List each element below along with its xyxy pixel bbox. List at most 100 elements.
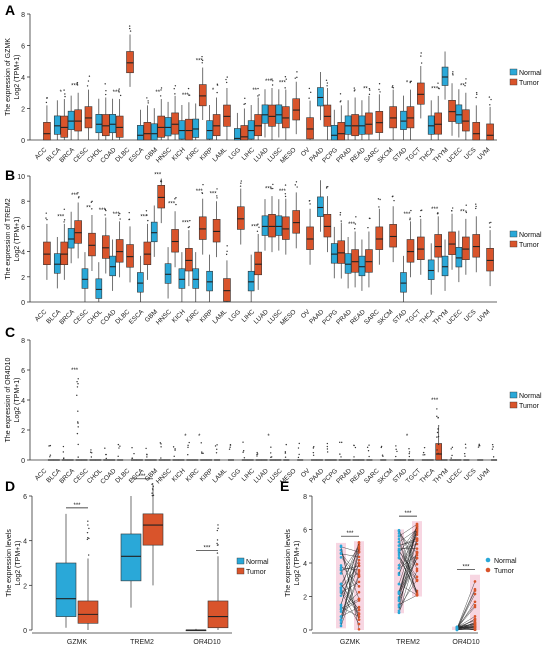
box-tumor-KIRP-outlier — [216, 197, 218, 199]
pair-point-tumor-GZMK — [357, 541, 361, 545]
box-tumor-DLBC-outlier — [128, 25, 131, 27]
box-tumor-CESC-outlier — [86, 85, 89, 87]
box-normal-PAAD-box — [317, 196, 324, 217]
x-tick-label: HNSC — [155, 146, 173, 164]
box-tumor-PAAD-outlier — [326, 445, 329, 448]
y-tick-label: 0 — [21, 138, 25, 145]
box-tumor-PCPG-box — [337, 240, 346, 264]
box-tumor-OV-outlier — [308, 97, 310, 99]
panel-label-D: D — [5, 478, 15, 494]
legend-swatch-tumor — [509, 240, 518, 248]
box-tumor-PRAD-outlier — [354, 228, 356, 230]
box-tumor-SARC-outlier — [379, 198, 381, 201]
significance-OR4D10: *** — [462, 565, 470, 571]
box-normal-KICH-box — [178, 120, 186, 140]
pair-line-TREM2 — [398, 525, 418, 566]
significance-LIHC: *** — [251, 224, 259, 230]
box-tumor-COAD-outlier — [119, 94, 122, 97]
significance-LUSC: *** — [279, 189, 287, 195]
box-tumor-UCEC-outlier — [464, 455, 466, 457]
box-tumor-GBM-outlier — [160, 457, 162, 459]
pair-point-normal-GZMK — [339, 624, 343, 628]
box-tumor-BRCA-outlier — [76, 386, 79, 388]
significance-OR4D10: *** — [203, 545, 211, 551]
pair-point-tumor-GZMK — [357, 628, 361, 631]
box-tumor-PCPG-box — [337, 122, 346, 141]
pair-point-tumor-TREM2 — [415, 523, 419, 526]
box-normal-LUAD-box — [261, 215, 269, 236]
box-tumor-THCA-outlier — [436, 449, 438, 451]
box-tumor-LIHC-box — [254, 114, 262, 137]
x-tick-label: SKCM — [376, 308, 394, 326]
box-tumor-ESCA-outlier — [146, 456, 148, 458]
x-tick-label: GZMK — [67, 639, 88, 646]
pair-line-GZMK — [340, 542, 360, 588]
box-tumor-UCS-outlier — [475, 207, 477, 210]
box-tumor-THYM-box — [448, 100, 456, 122]
x-tick-label: KICH — [171, 467, 187, 483]
pair-point-normal-GZMK — [339, 605, 343, 609]
box-tumor-LUSC-outlier — [284, 76, 287, 78]
box-tumor-ESCA-outlier — [147, 100, 149, 102]
box-tumor-BLCA-outlier — [63, 457, 65, 459]
pair-point-normal-GZMK — [339, 607, 343, 611]
box-tumor-CESC-outlier — [91, 200, 93, 203]
box-tumor-PAAD-outlier — [325, 79, 328, 82]
legend-marker-tumor — [485, 567, 491, 573]
box-tumor-KIRP-box — [212, 114, 221, 137]
box-tumor-DLBC-outlier — [133, 452, 135, 455]
box-tumor-TGCT-outlier — [424, 454, 426, 456]
box-tumor-THCA-box — [434, 112, 442, 135]
box-tumor-COAD-outlier — [117, 455, 119, 457]
pair-line-GZMK — [340, 600, 360, 612]
panel-label-B: B — [5, 167, 15, 183]
y-tick-label: 4 — [23, 539, 27, 546]
box-tumor-UCS-box — [472, 234, 481, 258]
box-tumor-CHOL-outlier — [105, 90, 107, 92]
box-normal-ESCA-box — [137, 125, 144, 141]
box-tumor-LUSC-box — [282, 216, 290, 240]
x-tick-label: TREM2 — [130, 639, 154, 646]
box-tumor-UVM-outlier — [489, 226, 491, 228]
box-tumor-SARC-outlier — [379, 91, 381, 93]
box-tumor-GZMK-outlier — [87, 524, 89, 526]
y-tick-label: 0 — [303, 628, 307, 635]
box-tumor-LAML-outlier — [225, 78, 227, 81]
box-tumor-GBM-outlier — [160, 443, 162, 445]
box-tumor-THCA-outlier — [436, 436, 438, 438]
box-tumor-THYM-outlier — [451, 210, 453, 212]
box-tumor-PCPG-outlier — [340, 456, 342, 458]
significance-HNSC: *** — [168, 202, 176, 208]
pair-line-GZMK — [340, 591, 360, 625]
legend-label-tumor: Tumor — [519, 80, 540, 87]
y-axis-label: The expression of TREM2 — [5, 198, 12, 279]
box-tumor-MESO-outlier — [298, 442, 300, 445]
box-normal-CHOL-box — [95, 114, 103, 134]
box-tumor-SKCM-outlier — [395, 455, 397, 458]
y-axis-label: The expression levels — [6, 529, 13, 597]
box-tumor-KIRC-outlier — [202, 452, 204, 455]
pair-line-TREM2 — [398, 531, 418, 569]
box-tumor-SKCM-box — [389, 106, 397, 129]
pair-point-normal-TREM2 — [397, 553, 401, 557]
pair-point-normal-GZMK — [339, 556, 343, 559]
box-tumor-CESC-outlier — [89, 451, 92, 453]
pair-line-GZMK — [340, 542, 360, 606]
box-tumor-SARC-outlier — [380, 445, 383, 448]
box-tumor-TGCT-outlier — [421, 209, 423, 211]
box-normal-ESCA-box — [137, 272, 144, 293]
box-tumor-MESO-outlier — [297, 456, 300, 459]
panel-label-A: A — [5, 2, 15, 18]
box-tumor-BLCA-outlier — [63, 219, 66, 221]
box-tumor-LAML-outlier — [229, 446, 231, 448]
box-tumor-HNSC-box — [171, 112, 179, 135]
pair-line-TREM2 — [398, 554, 418, 595]
x-tick-label: HNSC — [155, 308, 173, 326]
box-tumor-OV-outlier — [310, 91, 312, 94]
box-tumor-BLCA-outlier — [62, 451, 65, 453]
box-tumor-COAD-box — [115, 115, 124, 138]
x-tick-label: LGG — [228, 308, 243, 323]
pair-line-GZMK — [340, 569, 360, 620]
x-tick-label: KIRC — [185, 467, 201, 483]
legend-label-normal: Normal — [519, 70, 542, 77]
